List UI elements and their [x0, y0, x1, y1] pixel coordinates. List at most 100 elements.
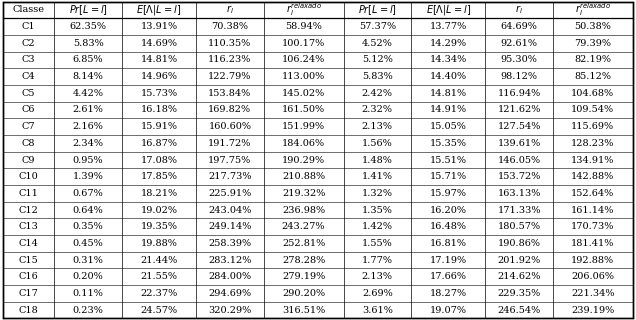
- Text: 82.19%: 82.19%: [574, 55, 611, 64]
- Text: C11: C11: [19, 189, 39, 198]
- Text: C6: C6: [22, 106, 36, 115]
- Text: 161.50%: 161.50%: [282, 106, 325, 115]
- Text: $r_l^{relaxado}$: $r_l^{relaxado}$: [286, 2, 322, 18]
- Text: 139.61%: 139.61%: [497, 139, 541, 148]
- Text: 21.44%: 21.44%: [141, 256, 177, 265]
- Text: 290.20%: 290.20%: [282, 289, 325, 298]
- Text: 3.61%: 3.61%: [362, 306, 393, 315]
- Text: 70.38%: 70.38%: [211, 22, 248, 31]
- Text: 181.41%: 181.41%: [571, 239, 614, 248]
- Text: 214.62%: 214.62%: [497, 272, 541, 281]
- Text: 58.94%: 58.94%: [285, 22, 322, 31]
- Text: C15: C15: [19, 256, 39, 265]
- Text: 1.55%: 1.55%: [362, 239, 392, 248]
- Text: C4: C4: [22, 72, 36, 81]
- Text: 258.39%: 258.39%: [208, 239, 251, 248]
- Text: 2.13%: 2.13%: [362, 122, 393, 131]
- Text: C5: C5: [22, 89, 36, 98]
- Text: 19.35%: 19.35%: [141, 222, 177, 231]
- Text: 16.20%: 16.20%: [430, 205, 467, 214]
- Text: 243.04%: 243.04%: [208, 205, 251, 214]
- Text: C17: C17: [19, 289, 39, 298]
- Text: 92.61%: 92.61%: [501, 39, 537, 48]
- Text: C7: C7: [22, 122, 36, 131]
- Text: 0.31%: 0.31%: [73, 256, 104, 265]
- Text: 229.35%: 229.35%: [497, 289, 541, 298]
- Text: 278.28%: 278.28%: [282, 256, 325, 265]
- Text: 236.98%: 236.98%: [282, 205, 325, 214]
- Text: 106.24%: 106.24%: [282, 55, 325, 64]
- Text: 19.02%: 19.02%: [141, 205, 177, 214]
- Text: 14.29%: 14.29%: [430, 39, 467, 48]
- Text: C14: C14: [19, 239, 39, 248]
- Text: 5.83%: 5.83%: [362, 72, 392, 81]
- Text: 145.02%: 145.02%: [282, 89, 325, 98]
- Text: 1.48%: 1.48%: [362, 156, 393, 164]
- Text: 151.99%: 151.99%: [282, 122, 325, 131]
- Text: 17.19%: 17.19%: [430, 256, 467, 265]
- Text: 2.42%: 2.42%: [362, 89, 393, 98]
- Text: $E[\Lambda|L=l]$: $E[\Lambda|L=l]$: [136, 3, 181, 17]
- Text: 201.92%: 201.92%: [497, 256, 541, 265]
- Text: 13.77%: 13.77%: [429, 22, 467, 31]
- Text: 15.35%: 15.35%: [430, 139, 467, 148]
- Text: $Pr[L=l]$: $Pr[L=l]$: [358, 3, 397, 17]
- Text: 122.79%: 122.79%: [208, 72, 251, 81]
- Text: 15.51%: 15.51%: [430, 156, 467, 164]
- Text: 15.91%: 15.91%: [141, 122, 177, 131]
- Text: 79.39%: 79.39%: [574, 39, 611, 48]
- Text: 17.66%: 17.66%: [430, 272, 467, 281]
- Text: 2.69%: 2.69%: [362, 289, 392, 298]
- Text: 57.37%: 57.37%: [359, 22, 396, 31]
- Text: C16: C16: [19, 272, 39, 281]
- Text: 5.83%: 5.83%: [73, 39, 104, 48]
- Text: 14.91%: 14.91%: [430, 106, 467, 115]
- Text: 163.13%: 163.13%: [497, 189, 541, 198]
- Text: 160.60%: 160.60%: [209, 122, 251, 131]
- Text: 98.12%: 98.12%: [501, 72, 537, 81]
- Text: 320.29%: 320.29%: [208, 306, 251, 315]
- Text: 2.61%: 2.61%: [73, 106, 104, 115]
- Text: 16.18%: 16.18%: [141, 106, 177, 115]
- Text: Classe: Classe: [13, 5, 45, 14]
- Text: 246.54%: 246.54%: [497, 306, 541, 315]
- Text: 8.14%: 8.14%: [73, 72, 104, 81]
- Text: 19.88%: 19.88%: [141, 239, 177, 248]
- Text: 279.19%: 279.19%: [282, 272, 325, 281]
- Text: 252.81%: 252.81%: [282, 239, 325, 248]
- Text: 128.23%: 128.23%: [571, 139, 614, 148]
- Text: 4.42%: 4.42%: [73, 89, 104, 98]
- Text: 14.69%: 14.69%: [141, 39, 177, 48]
- Text: $r_l$: $r_l$: [515, 4, 523, 16]
- Text: 210.88%: 210.88%: [282, 172, 325, 181]
- Text: 217.73%: 217.73%: [208, 172, 252, 181]
- Text: 294.69%: 294.69%: [208, 289, 251, 298]
- Text: C12: C12: [19, 205, 39, 214]
- Text: 110.35%: 110.35%: [208, 39, 251, 48]
- Text: 18.21%: 18.21%: [141, 189, 177, 198]
- Text: 127.54%: 127.54%: [497, 122, 541, 131]
- Text: 2.16%: 2.16%: [73, 122, 104, 131]
- Text: 16.87%: 16.87%: [141, 139, 177, 148]
- Text: 146.05%: 146.05%: [497, 156, 541, 164]
- Text: C2: C2: [22, 39, 36, 48]
- Text: 24.57%: 24.57%: [141, 306, 177, 315]
- Text: 19.07%: 19.07%: [430, 306, 467, 315]
- Text: $r_l$: $r_l$: [226, 4, 234, 16]
- Text: 1.35%: 1.35%: [362, 205, 393, 214]
- Text: C10: C10: [19, 172, 39, 181]
- Text: 225.91%: 225.91%: [208, 189, 251, 198]
- Text: 22.37%: 22.37%: [141, 289, 177, 298]
- Text: 2.32%: 2.32%: [362, 106, 393, 115]
- Text: 85.12%: 85.12%: [574, 72, 611, 81]
- Text: 284.00%: 284.00%: [208, 272, 251, 281]
- Text: 1.42%: 1.42%: [362, 222, 393, 231]
- Text: 100.17%: 100.17%: [282, 39, 325, 48]
- Text: 134.91%: 134.91%: [571, 156, 614, 164]
- Text: 190.29%: 190.29%: [282, 156, 325, 164]
- Text: 239.19%: 239.19%: [571, 306, 614, 315]
- Text: 192.88%: 192.88%: [571, 256, 614, 265]
- Text: 243.27%: 243.27%: [282, 222, 326, 231]
- Text: 64.69%: 64.69%: [501, 22, 537, 31]
- Text: 15.97%: 15.97%: [430, 189, 467, 198]
